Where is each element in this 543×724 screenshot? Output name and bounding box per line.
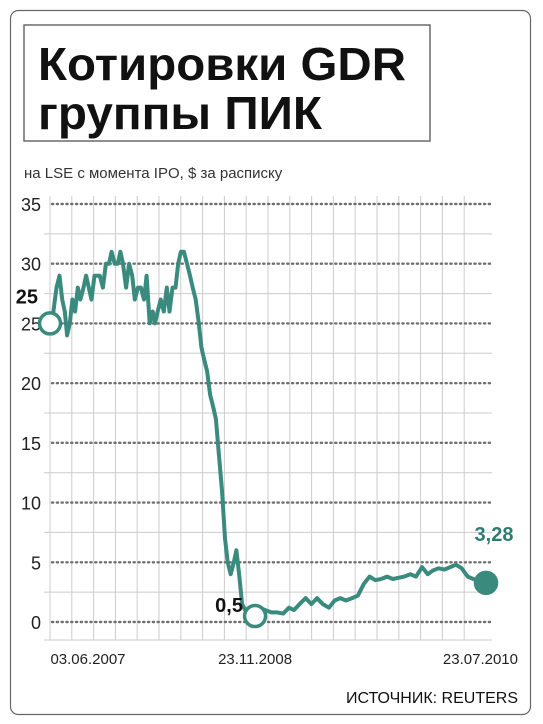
y-tick-label: 5 [31,553,41,573]
annotation-marker [37,311,63,336]
title-box [23,24,431,142]
tick-labels: 0 5 10 15 20 25 30 35 03.06.2007 23.11.2008 23.07.… [21,195,518,668]
annotations: 25 0,5 3,28 [16,286,514,629]
annotation-marker [242,603,268,629]
series-group [48,249,488,618]
source-label: ИСТОЧНИК: REUTERS [346,690,518,707]
y-tick-label: 30 [21,255,41,275]
y-tick-label: 15 [21,434,41,454]
annotation-label: 25 [16,286,38,308]
chart-subtitle: на LSE с момента IPO, $ за расписку [24,165,283,182]
x-tick-label: 23.11.2008 [218,651,292,668]
chart-title-line2: группы ПИК [38,87,323,139]
y-tick-label: 25 [21,314,41,334]
outer-border [9,9,532,716]
y-tick-label: 0 [31,613,41,633]
annotation-label: 0,5 [215,595,243,617]
y-tick-label: 35 [21,195,41,215]
x-tick-label: 03.06.2007 [50,651,125,668]
series-line [48,249,488,618]
annotation-label: 3,28 [475,524,514,546]
x-tick-label: 23.07.2010 [443,651,518,668]
y-tick-label: 10 [21,494,41,514]
chart-title-line1: Котировки GDR [38,38,406,90]
y-tick-label: 20 [21,374,41,394]
annotation-marker [473,570,499,596]
